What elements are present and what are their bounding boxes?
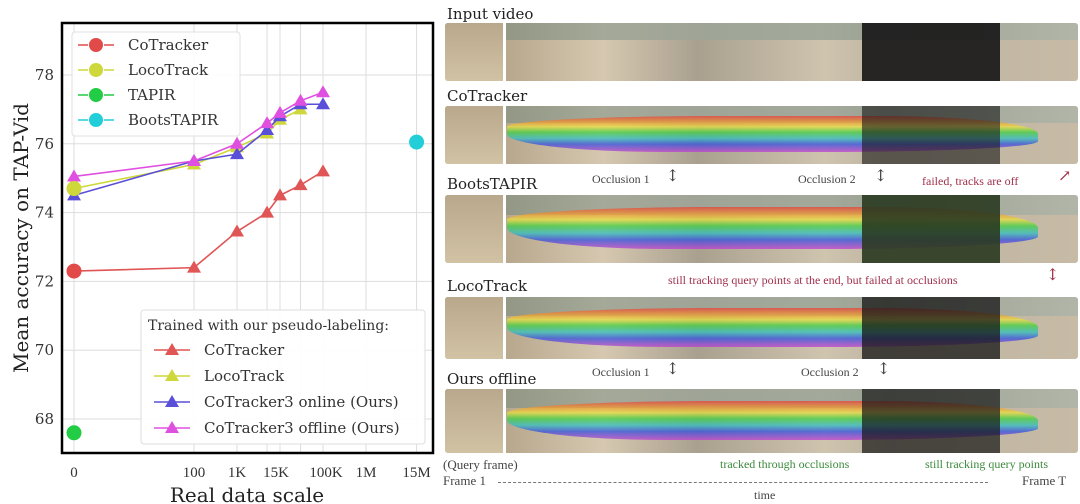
baseline-point-bootstapir (409, 134, 425, 150)
double-arrow-icon: ↕ (1046, 265, 1060, 284)
legend-label: LocoTrack (128, 61, 209, 79)
legend-marker (89, 38, 103, 52)
double-arrow-icon: ↕ (666, 359, 680, 378)
legend-label: CoTracker3 online (Ours) (204, 393, 399, 411)
data-point-triangle (187, 260, 201, 273)
tracked-through-annotation: tracked through occlusions (720, 457, 850, 471)
double-arrow-icon: ↕ (874, 166, 888, 185)
data-point-triangle (316, 85, 330, 98)
data-point-triangle (293, 178, 308, 191)
x-tick-label: 100 (183, 465, 206, 481)
data-point-triangle (316, 97, 330, 110)
data-point-triangle (67, 169, 81, 182)
y-tick-label: 78 (35, 66, 54, 84)
legend-label: CoTracker (128, 36, 209, 54)
y-tick-label: 70 (35, 341, 54, 359)
frame-1-label: Frame 1 (443, 473, 486, 488)
row-label-input: Input video (447, 5, 534, 23)
x-axis-label: Real data scale (170, 483, 324, 504)
data-point-triangle (230, 224, 244, 237)
y-tick-label: 68 (35, 410, 54, 428)
accuracy-chart: 68 70 72 74 76 78 0 100 1K 15K 100K 1M 15M Real data … (9, 21, 435, 504)
time-axis-dashed-line (498, 482, 988, 483)
query-frame-label: (Query frame) (443, 457, 518, 472)
row-label-bootstapir: BootsTAPIR (447, 175, 538, 193)
legend-label: CoTracker (204, 341, 285, 359)
baseline-point-cotracker (66, 263, 82, 279)
data-point-triangle (165, 395, 179, 407)
data-point-triangle (187, 154, 201, 166)
row-label-ours-offline: Ours offline (447, 370, 537, 388)
locotrack-strip (445, 297, 1078, 359)
double-arrow-icon: ↕ (877, 359, 891, 378)
data-point-triangle (165, 369, 179, 381)
legend-marker (89, 88, 103, 102)
legend-label: CoTracker3 offline (Ours) (204, 419, 400, 437)
still-tracking-annotation: still tracking query points (925, 457, 1048, 471)
baseline-point-locotrack (66, 181, 82, 197)
data-point-triangle (260, 205, 275, 218)
y-tick-label: 72 (35, 272, 54, 290)
plot-frame (60, 21, 435, 455)
x-tick-label: 1M (356, 465, 377, 481)
x-tick-label: 0 (70, 465, 78, 481)
still-tracking-failed-annotation: still tracking query points at the end, … (668, 273, 958, 287)
legend-pseudo-labeling: Trained with our pseudo-labeling: CoTrack… (140, 309, 426, 445)
legend-baselines: CoTracker LocoTrack TAPIR BootsTAPIR (71, 31, 241, 137)
data-point-triangle (293, 93, 308, 106)
x-tick-label: 15M (402, 465, 430, 481)
legend-title: Trained with our pseudo-labeling: (148, 318, 389, 334)
x-tick-label: 100K (309, 465, 343, 481)
legend-box (71, 31, 241, 137)
data-point-triangle (316, 164, 330, 177)
data-point-triangle (230, 136, 244, 149)
x-tick-label: 15K (263, 465, 289, 481)
row-label-locotrack: LocoTrack (447, 277, 528, 295)
legend-marker (89, 63, 103, 77)
occlusion-1-label: Occlusion 1 (592, 172, 650, 186)
ours-offline-strip (445, 389, 1078, 453)
legend-label: LocoTrack (204, 367, 285, 385)
series-cotracker3-offline-ours- (67, 85, 330, 182)
y-axis-label: Mean accuracy on TAP-Vid (9, 103, 33, 373)
data-point-triangle (260, 116, 275, 129)
y-tick-label: 76 (35, 135, 54, 153)
row-label-cotracker: CoTracker (447, 87, 528, 105)
data-point-triangle (165, 421, 179, 433)
y-tick-label: 74 (35, 204, 54, 222)
data-point-triangle (165, 343, 179, 355)
legend-label: TAPIR (128, 86, 176, 104)
occlusion-2-label: Occlusion 2 (798, 172, 856, 186)
cotracker-strip (445, 106, 1078, 164)
data-point-triangle (260, 123, 275, 136)
data-point-triangle (273, 105, 287, 118)
double-arrow-icon: ↕ (666, 166, 680, 185)
series-cotracker (73, 164, 330, 273)
data-point-triangle (273, 188, 287, 201)
x-tick-label: 1K (228, 465, 247, 481)
failed-annotation: failed, tracks are off (922, 174, 1019, 188)
arrow-icon: ↗ (1058, 166, 1072, 185)
bootstapir-strip (445, 195, 1078, 263)
legend-label: BootsTAPIR (128, 111, 219, 129)
frame-t-label: Frame T (1022, 473, 1067, 488)
input-video-strip (445, 23, 1078, 81)
baseline-point-tapir (66, 425, 82, 441)
time-label: time (754, 488, 776, 502)
legend-marker (89, 113, 103, 127)
occlusion-2-label: Occlusion 2 (801, 365, 859, 379)
data-point-triangle (230, 147, 244, 160)
legend-box (140, 309, 426, 445)
occlusion-1-label: Occlusion 1 (592, 365, 650, 379)
